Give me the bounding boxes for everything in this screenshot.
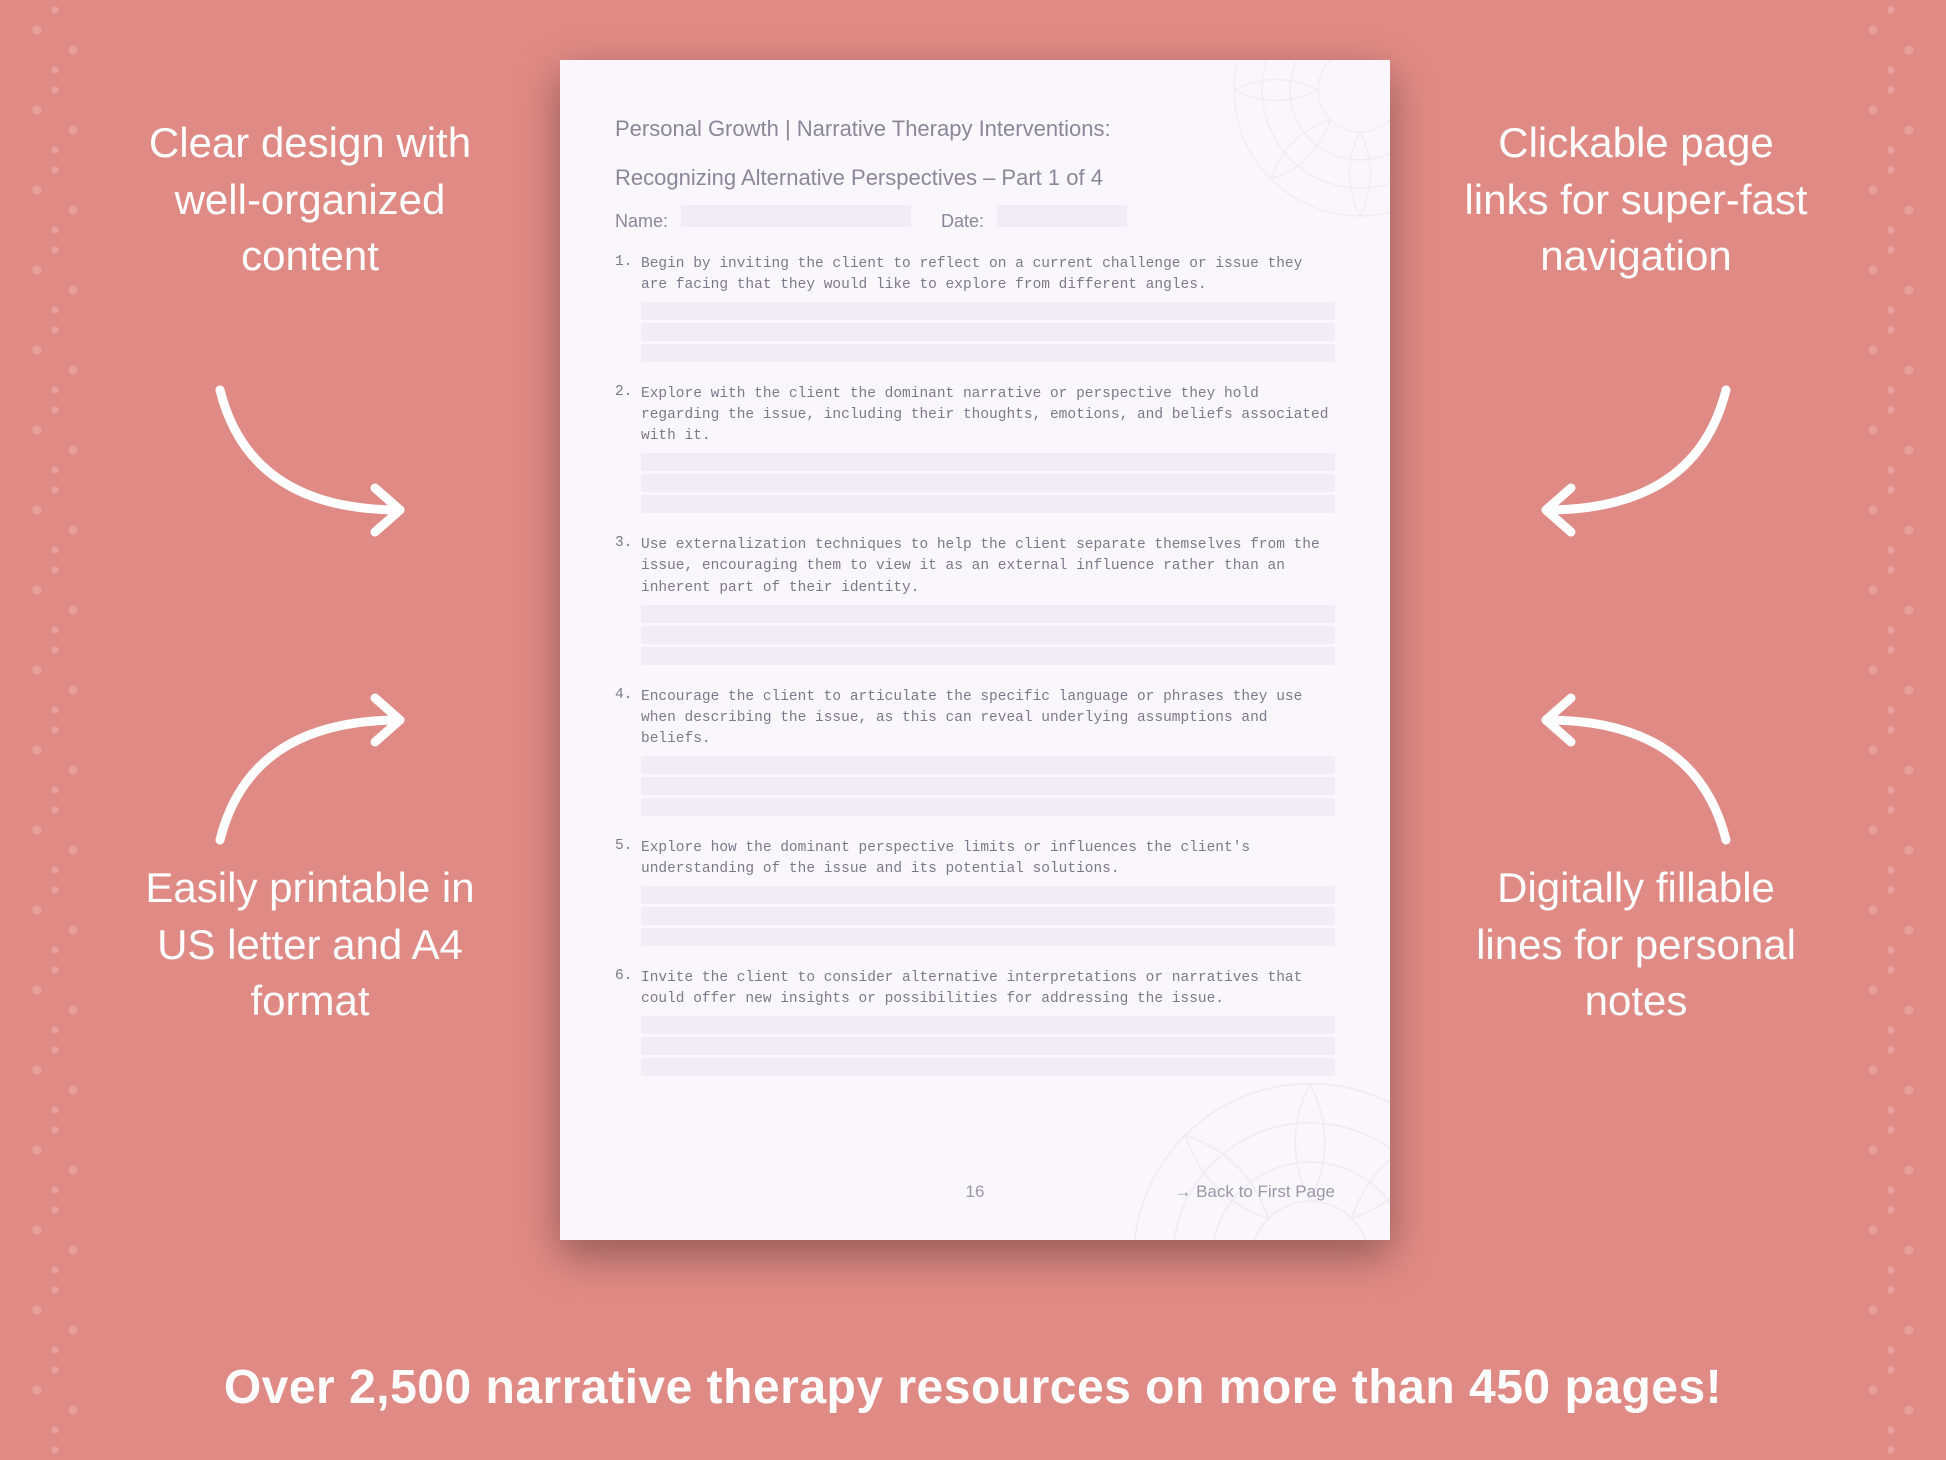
fillable-lines[interactable]: [641, 302, 1335, 362]
question-prompt: Begin by inviting the client to reflect …: [641, 254, 1335, 296]
mandala-decoration-bottom: [1114, 1064, 1390, 1240]
arrow-bottom-right: [1496, 680, 1756, 860]
decorative-border-right: [1846, 0, 1936, 1460]
fillable-line[interactable]: [641, 756, 1335, 774]
decorative-border-left: [10, 0, 100, 1460]
question-prompt: Explore with the client the dominant nar…: [641, 384, 1335, 447]
date-field[interactable]: [997, 205, 1127, 227]
name-label: Name:: [615, 211, 668, 231]
fillable-line[interactable]: [641, 495, 1335, 513]
question-item: Explore with the client the dominant nar…: [615, 384, 1335, 513]
fillable-line[interactable]: [641, 626, 1335, 644]
fillable-lines[interactable]: [641, 605, 1335, 665]
bottom-tagline: Over 2,500 narrative therapy resources o…: [0, 1360, 1946, 1415]
name-field[interactable]: [681, 205, 911, 227]
date-label: Date:: [941, 211, 984, 231]
arrow-bottom-left: [190, 680, 450, 860]
fillable-lines[interactable]: [641, 886, 1335, 946]
fillable-line[interactable]: [641, 928, 1335, 946]
callout-top-right: Clickable page links for super-fast navi…: [1456, 115, 1816, 285]
fillable-line[interactable]: [641, 907, 1335, 925]
question-item: Use externalization techniques to help t…: [615, 535, 1335, 664]
fillable-lines[interactable]: [641, 756, 1335, 816]
page-header-line2: Recognizing Alternative Perspectives – P…: [615, 165, 1335, 191]
arrow-top-right: [1496, 370, 1756, 550]
fillable-line[interactable]: [641, 605, 1335, 623]
back-to-first-page-link[interactable]: → Back to First Page: [1174, 1182, 1335, 1202]
question-prompt: Encourage the client to articulate the s…: [641, 687, 1335, 750]
question-item: Encourage the client to articulate the s…: [615, 687, 1335, 816]
callout-top-left: Clear design with well-organized content: [130, 115, 490, 285]
page-number: 16: [966, 1182, 985, 1202]
question-item: Explore how the dominant perspective lim…: [615, 838, 1335, 946]
fillable-line[interactable]: [641, 453, 1335, 471]
fillable-line[interactable]: [641, 323, 1335, 341]
question-prompt: Explore how the dominant perspective lim…: [641, 838, 1335, 880]
question-item: Begin by inviting the client to reflect …: [615, 254, 1335, 362]
fillable-line[interactable]: [641, 302, 1335, 320]
fillable-line[interactable]: [641, 777, 1335, 795]
fillable-line[interactable]: [641, 474, 1335, 492]
fillable-lines[interactable]: [641, 1016, 1335, 1076]
fillable-line[interactable]: [641, 647, 1335, 665]
callout-bottom-right: Digitally fillable lines for personal no…: [1456, 860, 1816, 1030]
page-footer: 16 → Back to First Page: [615, 1182, 1335, 1202]
fillable-lines[interactable]: [641, 453, 1335, 513]
page-header-line1: Personal Growth | Narrative Therapy Inte…: [615, 110, 1335, 147]
fillable-line[interactable]: [641, 1037, 1335, 1055]
question-prompt: Invite the client to consider alternativ…: [641, 968, 1335, 1010]
question-prompt: Use externalization techniques to help t…: [641, 535, 1335, 598]
callout-bottom-left: Easily printable in US letter and A4 for…: [130, 860, 490, 1030]
document-page: Personal Growth | Narrative Therapy Inte…: [560, 60, 1390, 1240]
question-item: Invite the client to consider alternativ…: [615, 968, 1335, 1076]
arrow-top-left: [190, 370, 450, 550]
fillable-line[interactable]: [641, 1016, 1335, 1034]
fillable-line[interactable]: [641, 798, 1335, 816]
fillable-line[interactable]: [641, 886, 1335, 904]
fillable-line[interactable]: [641, 344, 1335, 362]
question-list: Begin by inviting the client to reflect …: [615, 254, 1335, 1075]
fillable-line[interactable]: [641, 1058, 1335, 1076]
name-date-row: Name: Date:: [615, 205, 1335, 232]
